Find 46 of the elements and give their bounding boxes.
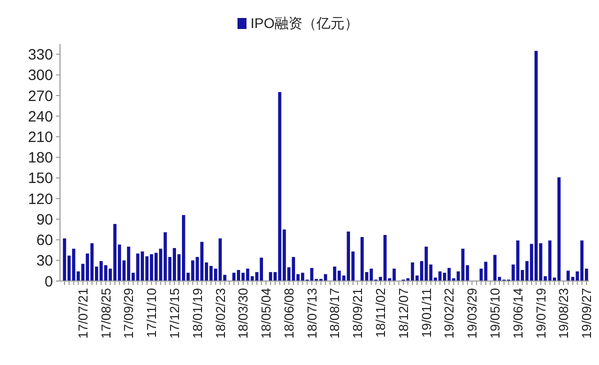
x-tick-label: 17/11/10: [144, 288, 160, 338]
y-tick-label: 180: [28, 150, 53, 167]
x-tick-label: 18/02/23: [212, 288, 228, 339]
y-tick-label: 30: [36, 252, 53, 270]
x-tick-label: 19/03/29: [464, 288, 480, 339]
x-tick-label: 18/11/02: [372, 288, 388, 338]
x-tick-label: 18/05/04: [258, 288, 274, 339]
y-tick-label: 270: [28, 88, 53, 105]
x-tick-label: 18/01/19: [190, 288, 205, 339]
x-tick-label: 19/05/10: [487, 288, 502, 339]
y-tick-label: 330: [28, 46, 53, 64]
bar: [383, 234, 387, 281]
x-tick-label: 18/03/30: [236, 288, 251, 339]
bar: [410, 262, 414, 281]
bar: [493, 254, 497, 281]
bar: [62, 238, 66, 281]
x-tick-label: 17/09/29: [121, 288, 136, 339]
x-tick-label: 18/12/07: [396, 288, 411, 339]
x-tick-label: 19/07/19: [533, 288, 548, 339]
bar: [292, 256, 296, 281]
y-tick-label: 150: [28, 170, 53, 188]
x-tick-label: 19/01/11: [418, 288, 434, 338]
bar: [182, 215, 186, 281]
bar: [90, 243, 94, 281]
x-tick-label: 17/08/25: [98, 288, 114, 339]
x-tick-label: 19/09/27: [579, 288, 594, 339]
x-tick-label: 19/02/22: [442, 288, 457, 339]
y-tick-label: 300: [28, 67, 53, 84]
y-tick-label: 60: [36, 232, 53, 250]
x-tick-label: 18/06/08: [281, 288, 296, 339]
y-tick-label: 0: [44, 273, 53, 290]
legend-label: IPO融资（亿元）: [250, 15, 359, 31]
y-tick-label: 120: [28, 190, 53, 208]
bar: [150, 254, 154, 281]
x-tick-label: 17/12/15: [166, 288, 182, 339]
x-tick-label: 19/06/14: [510, 288, 526, 339]
x-tick-label: 17/07/21: [75, 288, 90, 339]
x-tick-label: 18/08/17: [327, 288, 342, 339]
x-tick-label: 19/08/23: [556, 288, 572, 339]
y-tick-label: 210: [28, 128, 53, 146]
bar: [209, 266, 213, 281]
bar: [557, 177, 561, 281]
y-tick-label: 240: [28, 108, 53, 126]
x-tick-label: 18/07/13: [304, 288, 320, 339]
y-tick-label: 90: [36, 211, 53, 228]
x-tick-label: 18/09/21: [350, 288, 366, 339]
